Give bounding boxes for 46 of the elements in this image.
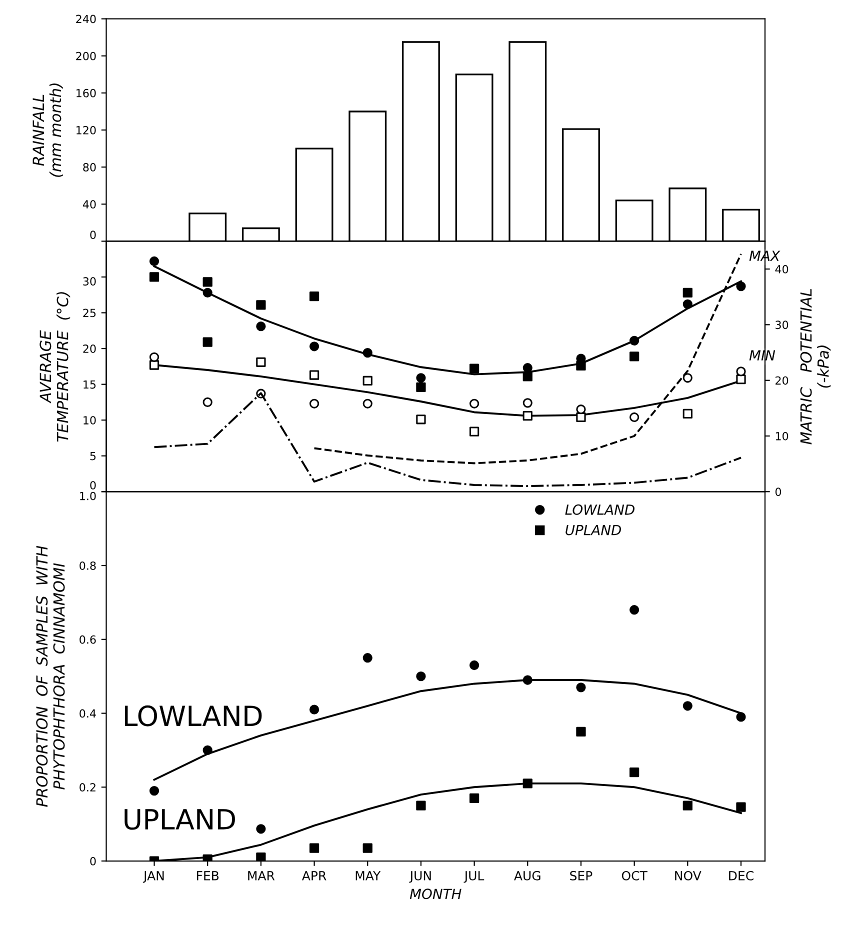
y-tick-label: 30: [83, 277, 96, 286]
x-tick-label: OCT: [622, 870, 648, 880]
y-tick-label: 120: [76, 126, 96, 134]
y2-tick-label: 20: [776, 376, 788, 385]
x-tick-label: FEB: [196, 871, 219, 880]
y-axis-title: PROPORTION OF SAMPLES WITH PHYTOPHTHORA CINNAMOMI: [36, 546, 65, 807]
x-tick-label: JUL: [464, 871, 484, 883]
y-tick-label: 0: [90, 230, 96, 240]
y-tick-label: 0.2: [80, 783, 96, 792]
y-tick-label: 160: [76, 88, 96, 98]
y2-tick-label: 0: [775, 488, 782, 496]
y2-tick-label: 30: [776, 320, 788, 330]
series-label: UPLAND: [124, 809, 235, 830]
y-tick-label: 10: [84, 416, 96, 424]
y-tick-label: 1.0: [80, 492, 96, 500]
legend-label: LOWLAND: [565, 504, 634, 515]
y-tick-label: 240: [76, 14, 96, 24]
x-tick-label: JAN: [142, 871, 164, 883]
x-tick-label: JUN: [409, 871, 431, 883]
x-axis-title: MONTH: [410, 888, 462, 900]
x-tick-label: NOV: [675, 870, 702, 880]
x-tick-label: SEP: [570, 870, 592, 880]
y-tick-label: 80: [83, 163, 96, 172]
y-tick-label: 0.6: [80, 635, 96, 644]
legend-label: UPLAND: [566, 524, 622, 536]
y-tick-label: 0: [90, 856, 96, 866]
y-tick-label: 0.4: [80, 709, 96, 718]
y-tick-label: 40: [82, 200, 96, 209]
y2-tick-label: 10: [776, 432, 788, 440]
y-axis-title: AVERAGE TEMPERATURE (°C): [40, 292, 70, 442]
x-tick-label: MAY: [356, 871, 381, 880]
y-tick-label: 0.8: [80, 561, 96, 570]
y-tick-label: 25: [83, 308, 96, 318]
series-label: LOWLAND: [124, 705, 262, 726]
x-tick-label: DEC: [729, 870, 754, 880]
y-tick-label: 0: [90, 481, 96, 490]
y2-axis-title: MATRIC POTENTIAL (-kPa): [800, 289, 831, 444]
y-axis-title: RAINFALL (mm month): [32, 84, 64, 177]
x-tick-label: AUG: [514, 870, 540, 880]
y-tick-label: 200: [76, 52, 96, 60]
y-tick-label: 15: [84, 380, 96, 389]
x-tick-label: APR: [302, 871, 326, 880]
y-tick-label: 20: [83, 344, 96, 353]
y-tick-label: 5: [90, 452, 96, 460]
x-tick-label: MAR: [248, 871, 275, 880]
y2-tick-label: 40: [775, 265, 788, 274]
